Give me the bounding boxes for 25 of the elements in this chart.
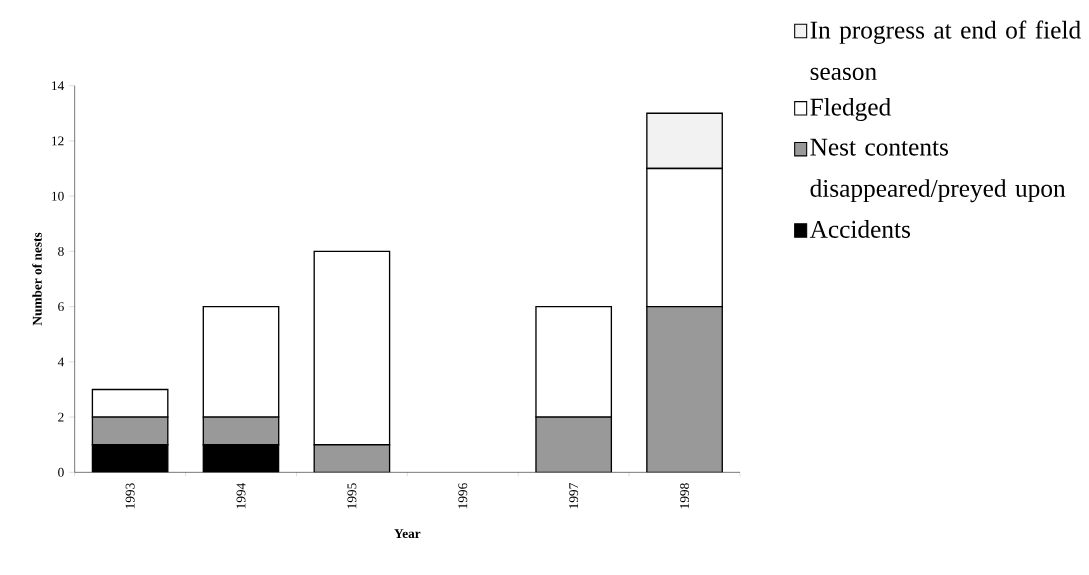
x-tick-label: 1995 — [347, 483, 357, 509]
x-tick-label: 1993 — [125, 483, 135, 509]
y-tick-label: 6 — [58, 302, 64, 312]
bar — [91, 416, 169, 446]
legend-label: Accidents — [809, 220, 911, 238]
x-tick-label: 1994 — [236, 482, 246, 509]
x-axis-title: Year — [394, 529, 421, 539]
legend-label: Nest contents disappeared/preyed upon — [810, 138, 1066, 203]
y-tick-label: 2 — [58, 412, 64, 422]
bar — [535, 416, 613, 473]
y-tick-label: 14 — [52, 81, 65, 91]
y-tick-label: 8 — [58, 246, 64, 256]
x-tick-label: 1996 — [458, 483, 468, 509]
y-tick-label: 12 — [52, 136, 64, 146]
legend-label: In progress at end of field season — [810, 20, 1081, 81]
y-tick-label: 4 — [57, 357, 65, 367]
x-tick-label: 1998 — [680, 483, 690, 509]
y-tick-label: 10 — [52, 191, 64, 201]
bar — [646, 305, 723, 473]
bar — [202, 416, 280, 446]
y-tick-label: 0 — [58, 467, 64, 477]
bar — [313, 444, 391, 473]
x-tick-label: 1997 — [569, 483, 579, 509]
y-axis-title: Number of nests — [32, 232, 42, 326]
legend-label: Fledged — [810, 97, 891, 121]
